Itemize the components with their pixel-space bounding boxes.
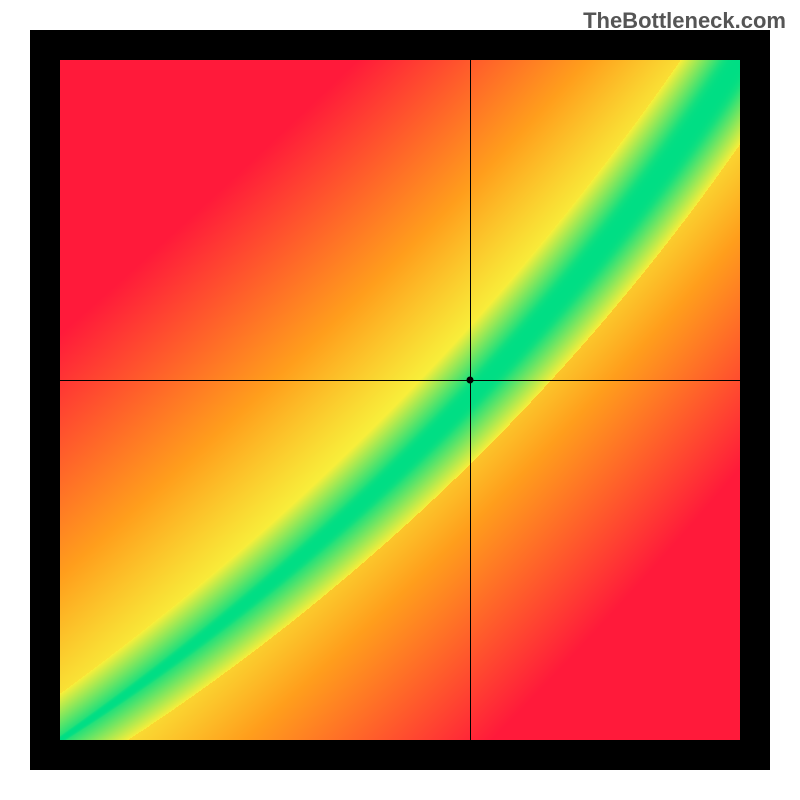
crosshair-vertical — [470, 60, 471, 740]
heatmap-canvas — [60, 60, 740, 740]
plot-area — [30, 30, 770, 770]
crosshair-horizontal — [60, 380, 740, 381]
crosshair-dot — [467, 376, 474, 383]
chart-frame: TheBottleneck.com — [0, 0, 800, 800]
